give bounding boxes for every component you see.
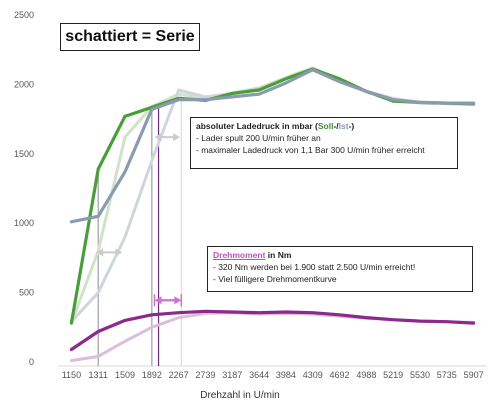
- x-tick-label: 2739: [195, 370, 215, 380]
- series-lines: [69, 66, 476, 363]
- x-tick-label: 5219: [383, 370, 403, 380]
- drehmoment-label: Drehmoment: [213, 250, 266, 260]
- series-line-drehmoment: [69, 309, 476, 352]
- annotation-ladedruck-line-2: - maximaler Ladedruck von 1,1 Bar 300 U/…: [196, 145, 425, 155]
- arrow-drehmoment-left-head: [154, 296, 162, 305]
- annotation-drehmoment-heading: Drehmoment in Nm: [213, 250, 292, 260]
- annotation-drehmoment-line-2: - Viel fülligere Drehmomentkurve: [213, 274, 337, 284]
- arrow-drehmoment-right-head: [174, 296, 182, 305]
- x-tick-label: 5530: [410, 370, 430, 380]
- y-tick-label: 1500: [14, 149, 34, 159]
- x-tick-label: 4988: [356, 370, 376, 380]
- x-tick-label: 3644: [249, 370, 269, 380]
- y-tick-label: 1000: [14, 218, 34, 228]
- arrow-ladedruck-early-left-head: [96, 248, 104, 257]
- y-tick-label: 2500: [14, 10, 34, 20]
- ist-label: Ist: [338, 121, 349, 131]
- x-tick-label: 1150: [62, 370, 81, 380]
- arrow-ladedruck-max-right-head: [172, 133, 180, 142]
- x-tick-label: 1509: [115, 370, 135, 380]
- x-tick-label: 1311: [89, 370, 108, 380]
- x-tick-label: 4692: [330, 370, 350, 380]
- soll-label: Soll: [317, 121, 334, 131]
- x-tick-label: 1892: [142, 370, 162, 380]
- annotation-drehmoment-line-1: - 320 Nm werden bei 1.900 statt 2.500 U/…: [213, 262, 416, 272]
- y-tick-label: 0: [29, 357, 34, 367]
- annotation-drehmoment: Drehmoment in Nm - 320 Nm werden bei 1.9…: [207, 246, 473, 292]
- annotation-ladedruck-line-1: - Lader spult 200 U/min früher an: [196, 133, 321, 143]
- annotation-ladedruck: absoluter Ladedruck in mbar (Soll-/Ist-)…: [190, 117, 458, 169]
- arrow-ladedruck-early-right-head: [115, 248, 123, 257]
- annotation-ladedruck-heading: absoluter Ladedruck in mbar (Soll-/Ist-): [196, 121, 355, 131]
- x-tick-label: 5907: [464, 370, 484, 380]
- y-tick-label: 500: [19, 288, 34, 298]
- x-tick-label: 5735: [437, 370, 457, 380]
- x-axis: 1150 1311 1509 1892 2267 2739 3187 3644 3984 4309…: [58, 365, 487, 380]
- y-tick-label: 2000: [14, 79, 34, 89]
- x-tick-label: 3984: [276, 370, 296, 380]
- x-tick-label: 4309: [303, 370, 323, 380]
- arrow-ladedruck-max-left-head: [154, 133, 162, 142]
- legend-title-box: schattiert = Serie: [60, 23, 200, 51]
- x-axis-label: Drehzahl in U/min: [200, 390, 279, 401]
- shift-arrows: [96, 133, 183, 307]
- y-axis: 0 500 1000 1500 2000 2500: [14, 10, 34, 367]
- x-tick-label: 3187: [222, 370, 242, 380]
- series-line-ist: [69, 68, 476, 224]
- x-tick-label: 2267: [169, 370, 189, 380]
- legend-title-text: schattiert = Serie: [65, 28, 195, 45]
